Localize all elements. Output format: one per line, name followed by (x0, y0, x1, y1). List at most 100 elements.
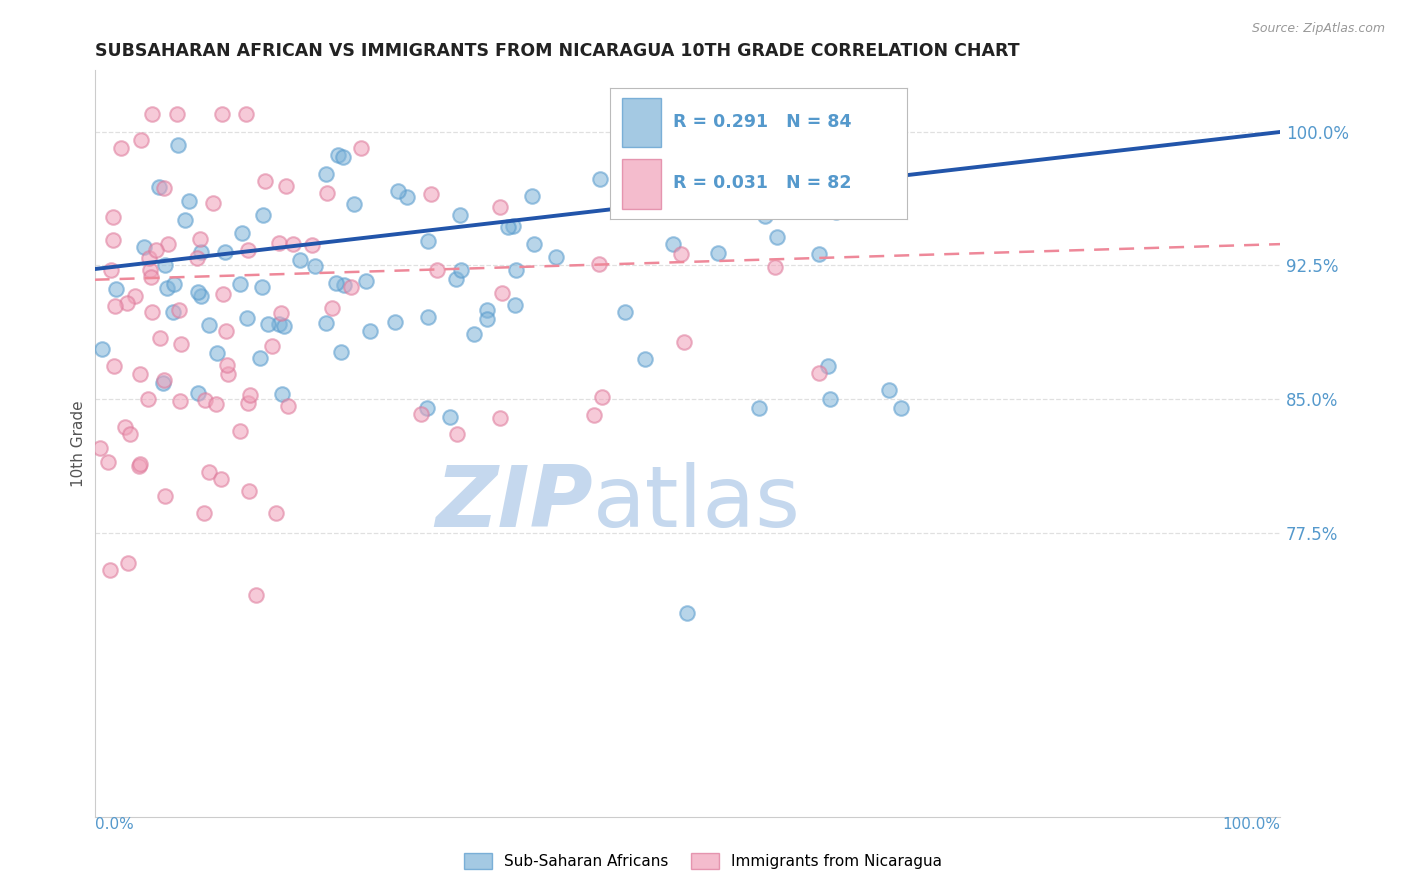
Point (671, 247, 693, 261)
Point (205, 397, 228, 411)
Point (271, 387, 294, 401)
Point (316, 186, 339, 200)
Point (257, 317, 280, 331)
Point (488, 201, 510, 215)
Point (825, 204, 848, 219)
Point (253, 174, 276, 188)
Point (416, 310, 439, 324)
Point (328, 148, 350, 162)
Point (315, 317, 337, 331)
Point (426, 262, 449, 277)
Point (104, 282, 127, 296)
Point (169, 393, 191, 408)
Point (491, 286, 513, 301)
Point (415, 401, 437, 415)
Point (118, 427, 141, 442)
Point (489, 410, 512, 425)
Point (796, 168, 818, 182)
Point (132, 240, 155, 254)
Point (214, 244, 236, 259)
Point (523, 236, 546, 251)
Point (136, 392, 159, 407)
Point (522, 188, 544, 202)
Point (174, 213, 197, 227)
Point (588, 257, 610, 271)
Point (817, 359, 839, 374)
Point (672, 335, 695, 350)
Point (217, 359, 239, 373)
Point (439, 409, 461, 424)
Point (188, 232, 211, 246)
Point (332, 150, 354, 164)
Point (325, 277, 347, 291)
Point (267, 317, 290, 331)
Point (197, 465, 219, 479)
Point (315, 167, 337, 181)
Point (124, 289, 146, 303)
Point (763, 260, 786, 274)
Point (273, 318, 295, 333)
Point (97, 455, 120, 469)
Point (152, 376, 174, 391)
Point (852, 195, 875, 210)
Text: atlas: atlas (592, 462, 800, 545)
Point (589, 171, 612, 186)
Point (877, 383, 900, 397)
Point (707, 245, 730, 260)
Y-axis label: 10th Grade: 10th Grade (72, 401, 86, 487)
Point (89, 441, 111, 455)
Point (301, 238, 323, 252)
Point (416, 234, 439, 248)
Point (741, 89, 763, 103)
Legend: Sub-Saharan Africans, Immigrants from Nicaragua: Sub-Saharan Africans, Immigrants from Ni… (458, 847, 948, 875)
Point (252, 208, 274, 222)
Point (276, 179, 298, 194)
Point (818, 392, 841, 406)
Point (754, 209, 776, 223)
Point (662, 236, 685, 251)
Point (848, 197, 870, 211)
Point (187, 386, 209, 401)
Text: ZIP: ZIP (434, 462, 592, 545)
Point (343, 197, 366, 211)
Point (477, 312, 499, 326)
Point (475, 302, 498, 317)
Point (446, 272, 468, 286)
Point (676, 606, 699, 620)
Point (252, 279, 274, 293)
Point (153, 258, 176, 272)
Point (354, 275, 377, 289)
Point (129, 133, 152, 147)
Point (190, 245, 212, 260)
Point (890, 401, 912, 415)
Point (235, 310, 257, 325)
Point (613, 305, 636, 319)
Point (748, 401, 770, 415)
Point (450, 262, 472, 277)
Point (270, 306, 292, 320)
Point (194, 392, 217, 407)
Point (128, 458, 150, 473)
Point (350, 141, 373, 155)
Point (149, 331, 172, 345)
Point (193, 506, 215, 520)
Point (153, 489, 176, 503)
Point (187, 285, 209, 300)
Point (209, 472, 232, 486)
Point (848, 158, 870, 172)
Point (163, 277, 186, 291)
Point (167, 302, 190, 317)
Point (359, 324, 381, 338)
Point (156, 236, 179, 251)
Point (115, 296, 138, 310)
Point (211, 107, 233, 121)
Point (288, 252, 311, 267)
Point (281, 237, 304, 252)
Text: Source: ZipAtlas.com: Source: ZipAtlas.com (1251, 22, 1385, 36)
Point (117, 556, 139, 570)
Point (148, 180, 170, 194)
Point (420, 187, 443, 202)
Point (733, 89, 755, 103)
Point (262, 339, 284, 353)
Point (463, 326, 485, 341)
